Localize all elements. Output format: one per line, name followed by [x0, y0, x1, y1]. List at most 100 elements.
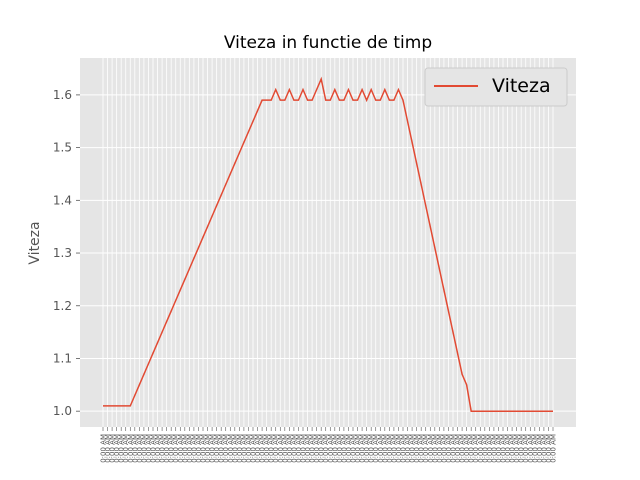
y-tick-label: 1.0 [53, 404, 72, 418]
x-tick-label: 0:00 AM [540, 434, 548, 463]
x-tick-label: 0:00 AM [336, 434, 344, 463]
x-tick-label: 0:00 AM [522, 434, 530, 463]
x-tick-label: 0:00 AM [504, 434, 512, 463]
x-tick-label: 0:00 AM [359, 434, 367, 463]
x-tick-label: 0:00 AM [254, 434, 262, 463]
x-tick-label: 0:00 AM [190, 434, 198, 463]
x-tick-label: 0:00 AM [195, 434, 203, 463]
x-tick-label: 0:00 AM [213, 434, 221, 463]
x-tick-label: 0:00 AM [340, 434, 348, 463]
y-tick-label: 1.3 [53, 246, 72, 260]
x-tick-label: 0:00 AM [172, 434, 180, 463]
x-tick-label: 0:00 AM [472, 434, 480, 463]
x-tick-label: 0:00 AM [327, 434, 335, 463]
y-tick-label: 1.6 [53, 88, 72, 102]
x-tick-label: 0:00 AM [286, 434, 294, 463]
x-tick-label: 0:00 AM [163, 434, 171, 463]
x-tick-label: 0:00 AM [445, 434, 453, 463]
x-tick-label: 0:00 AM [454, 434, 462, 463]
x-tick-label: 0:00 AM [290, 434, 298, 463]
y-axis-label: Viteza [27, 221, 43, 264]
x-tick-label: 0:00 AM [131, 434, 139, 463]
x-tick-label: 0:00 AM [345, 434, 353, 463]
x-tick-label: 0:00 AM [422, 434, 430, 463]
x-tick-label: 0:00 AM [545, 434, 553, 463]
x-tick-label: 0:00 AM [459, 434, 467, 463]
x-tick-label: 0:00 AM [490, 434, 498, 463]
x-tick-label: 0:00 AM [150, 434, 158, 463]
x-tick-label: 0:00 AM [363, 434, 371, 463]
x-tick-label: 0:00 AM [122, 434, 130, 463]
x-tick-label: 0:00 AM [322, 434, 330, 463]
x-tick-label: 0:00 AM [354, 434, 362, 463]
x-tick-label: 0:00 AM [440, 434, 448, 463]
x-tick-label: 0:00 AM [109, 434, 117, 463]
x-tick-label: 0:00 AM [409, 434, 417, 463]
y-tick-label: 1.1 [53, 351, 72, 365]
x-tick-label: 0:00 AM [127, 434, 135, 463]
x-tick-label: 0:00 AM [500, 434, 508, 463]
x-tick-label: 0:00 AM [250, 434, 258, 463]
x-tick-label: 0:00 AM [313, 434, 321, 463]
x-tick-label: 0:00 AM [227, 434, 235, 463]
x-tick-label: 0:00 AM [395, 434, 403, 463]
x-tick-label: 0:00 AM [404, 434, 412, 463]
horizontal-gridlines [80, 94, 576, 412]
x-tick-label: 0:00 AM [309, 434, 317, 463]
y-tick-label: 1.2 [53, 299, 72, 313]
x-tick-label: 0:00 AM [177, 434, 185, 463]
x-tick-label: 0:00 AM [431, 434, 439, 463]
x-tick-label: 0:00 AM [350, 434, 358, 463]
x-tick-label: 0:00 AM [204, 434, 212, 463]
x-tick-label: 0:00 AM [145, 434, 153, 463]
x-tick-label: 0:00 AM [377, 434, 385, 463]
series-line-viteza [103, 76, 553, 412]
y-tick-labels: 1.0 1.1 1.2 1.3 1.4 1.5 1.6 [53, 88, 80, 418]
x-tick-label: 0:00 AM [400, 434, 408, 463]
y-tick-label: 1.5 [53, 141, 72, 155]
x-tick-label: 0:00 AM [331, 434, 339, 463]
x-tick-label: 0:00 AM [509, 434, 517, 463]
chart-title: Viteza in functie de timp [224, 33, 432, 53]
x-tick-label: 0:00 AM [209, 434, 217, 463]
x-tick-label: 0:00 AM [318, 434, 326, 463]
x-tick-label: 0:00 AM [486, 434, 494, 463]
x-tick-label: 0:00 AM [240, 434, 248, 463]
y-tick-label: 1.4 [53, 193, 72, 207]
x-tick-label: 0:00 AM [527, 434, 535, 463]
x-tick-label: 0:00 AM [427, 434, 435, 463]
legend-box [424, 67, 568, 107]
x-tick-label: 0:00 AM [186, 434, 194, 463]
x-tick-label: 0:00 AM [281, 434, 289, 463]
x-tick-label: 0:00 AM [263, 434, 271, 463]
legend-label-viteza: Viteza [492, 75, 551, 97]
x-tick-label: 0:00 AM [100, 434, 108, 463]
x-tick-label: 0:00 AM [450, 434, 458, 463]
x-tick-label: 0:00 AM [463, 434, 471, 463]
x-tick-label: 0:00 AM [300, 434, 308, 463]
x-tick-label: 0:00 AM [550, 434, 558, 463]
x-tick-label: 0:00 AM [295, 434, 303, 463]
x-tick-label: 0:00 AM [277, 434, 285, 463]
x-tick-label: 0:00 AM [468, 434, 476, 463]
x-tick-label: 0:00 AM [481, 434, 489, 463]
x-tick-labels: 0:00 AM0:00 AM0:00 AM0:00 AM0:00 AM0:00 … [100, 427, 558, 463]
x-tick-label: 0:00 AM [536, 434, 544, 463]
legend: Viteza [424, 67, 568, 107]
x-tick-label: 0:00 AM [236, 434, 244, 463]
x-tick-label: 0:00 AM [372, 434, 380, 463]
x-tick-label: 0:00 AM [495, 434, 503, 463]
x-tick-label: 0:00 AM [168, 434, 176, 463]
x-tick-label: 0:00 AM [390, 434, 398, 463]
x-tick-label: 0:00 AM [518, 434, 526, 463]
x-tick-label: 0:00 AM [118, 434, 126, 463]
x-tick-label: 0:00 AM [218, 434, 226, 463]
x-tick-label: 0:00 AM [113, 434, 121, 463]
x-tick-label: 0:00 AM [413, 434, 421, 463]
x-tick-label: 0:00 AM [531, 434, 539, 463]
x-tick-label: 0:00 AM [231, 434, 239, 463]
x-tick-label: 0:00 AM [381, 434, 389, 463]
x-tick-label: 0:00 AM [245, 434, 253, 463]
x-tick-label: 0:00 AM [154, 434, 162, 463]
